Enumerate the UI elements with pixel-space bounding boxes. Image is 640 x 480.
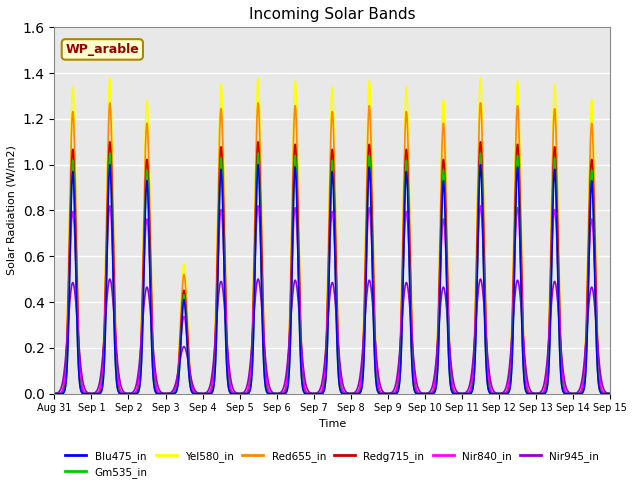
- Y-axis label: Solar Radiation (W/m2): Solar Radiation (W/m2): [7, 145, 17, 276]
- Legend: Blu475_in, Gm535_in, Yel580_in, Red655_in, Redg715_in, Nir840_in, Nir945_in: Blu475_in, Gm535_in, Yel580_in, Red655_i…: [61, 446, 603, 480]
- Text: WP_arable: WP_arable: [65, 43, 140, 56]
- Title: Incoming Solar Bands: Incoming Solar Bands: [249, 7, 415, 22]
- X-axis label: Time: Time: [319, 419, 346, 429]
